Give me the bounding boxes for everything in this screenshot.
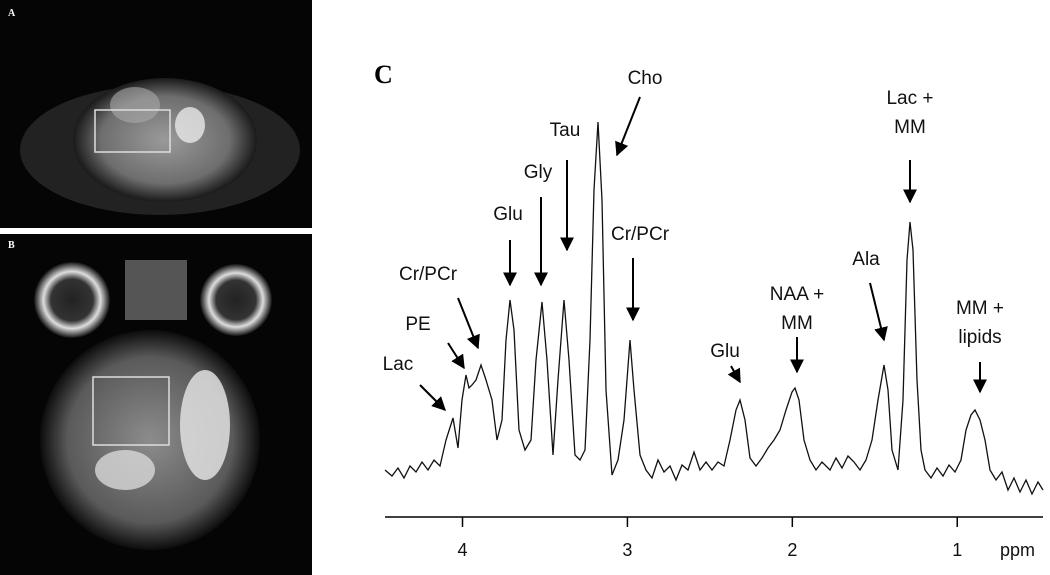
peak-label: MM +	[956, 298, 1004, 319]
peak-label: Lac +	[886, 88, 933, 109]
peak-arrow	[447, 342, 465, 370]
peak-arrow	[419, 384, 446, 411]
panel-label: C	[374, 60, 393, 89]
panel-a: A	[0, 0, 312, 228]
peak-arrow	[869, 282, 888, 342]
peak-arrow	[727, 365, 741, 384]
peak-label: MM	[781, 313, 813, 334]
peak-label: Ala	[852, 249, 880, 270]
peak-label: Tau	[550, 120, 581, 141]
peak-label: Cr/PCr	[399, 264, 458, 285]
panel-label: A	[8, 8, 16, 19]
panel-label: B	[8, 240, 15, 251]
x-tick-label: 3	[622, 540, 632, 560]
peak-label: PE	[405, 314, 430, 335]
x-tick-label: 1	[952, 540, 962, 560]
x-axis-unit: ppm	[1000, 540, 1035, 560]
peak-label: Lac	[383, 354, 414, 375]
peak-label: Gly	[524, 162, 553, 183]
peak-label: NAA +	[770, 284, 824, 305]
x-tick-label: 4	[458, 540, 468, 560]
peak-label: Cho	[628, 68, 663, 89]
peak-label: Cr/PCr	[611, 224, 670, 245]
panel-b: B	[0, 234, 312, 575]
peak-arrow	[457, 297, 480, 350]
peak-label: Glu	[710, 341, 740, 362]
panel-c: C 4 3 2 1 ppmChoTauGlyGluCr/PCrPELacCr/PCrGl…	[374, 60, 1044, 560]
x-tick-label: 2	[787, 540, 797, 560]
peak-label: Glu	[493, 204, 523, 225]
peak-arrow	[615, 96, 641, 157]
peak-label: lipids	[958, 327, 1001, 348]
spectrum-line	[384, 121, 1044, 496]
peak-label: MM	[894, 117, 926, 138]
